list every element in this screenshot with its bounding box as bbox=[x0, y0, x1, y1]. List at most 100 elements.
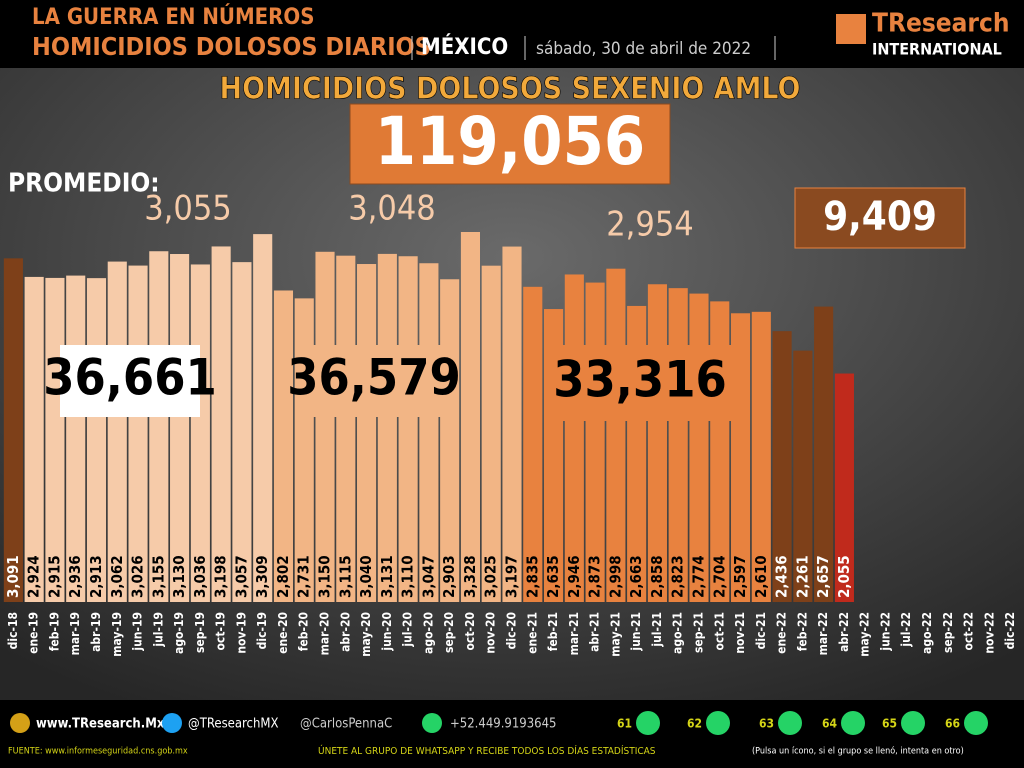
x-tick-label: mar-21 bbox=[567, 612, 581, 655]
value-label: 3,026 bbox=[129, 555, 147, 598]
group-icon[interactable] bbox=[964, 711, 988, 735]
value-label: 2,858 bbox=[648, 555, 666, 598]
value-label: 3,328 bbox=[461, 555, 479, 598]
value-label: 2,261 bbox=[793, 555, 811, 598]
x-tick-label: sep-22 bbox=[941, 612, 955, 653]
bar bbox=[814, 306, 834, 602]
group-icon[interactable] bbox=[636, 711, 660, 735]
group-icon[interactable] bbox=[706, 711, 730, 735]
value-label: 3,131 bbox=[378, 555, 396, 598]
group-icon[interactable] bbox=[841, 711, 865, 735]
value-label: 2,936 bbox=[66, 555, 84, 598]
group-number: 63 bbox=[759, 717, 774, 731]
total-box bbox=[60, 345, 200, 417]
x-tick-label: feb-21 bbox=[546, 612, 560, 651]
footer-twitter2[interactable]: @CarlosPennaC bbox=[300, 717, 392, 732]
x-tick-label: jun-20 bbox=[380, 612, 394, 652]
x-tick-label: ago-22 bbox=[920, 612, 934, 654]
value-label: 2,835 bbox=[523, 555, 541, 598]
group-number: 65 bbox=[882, 717, 897, 731]
value-label: 2,657 bbox=[814, 555, 832, 598]
twitter-icon bbox=[162, 713, 182, 733]
footer-phone: +52.449.9193645 bbox=[450, 717, 557, 732]
bar bbox=[273, 290, 294, 602]
x-tick-label: sep-21 bbox=[691, 612, 705, 653]
bar bbox=[45, 277, 65, 602]
x-tick-label: oct-20 bbox=[463, 612, 477, 650]
footer-source: FUENTE: www.informeseguridad.cns.gob.mx bbox=[8, 747, 188, 757]
value-label: 3,130 bbox=[170, 555, 188, 598]
value-label: 2,055 bbox=[835, 555, 853, 598]
x-tick-label: mar-19 bbox=[68, 612, 82, 655]
x-tick-label: jun-22 bbox=[878, 612, 892, 652]
x-tick-label: jul-19 bbox=[151, 612, 165, 648]
bar bbox=[440, 279, 460, 602]
whatsapp-icon bbox=[422, 713, 442, 733]
x-tick-label: dic-22 bbox=[1003, 612, 1017, 649]
x-tick-label: feb-19 bbox=[47, 612, 61, 651]
bar bbox=[211, 246, 231, 602]
footer-bg bbox=[0, 700, 1024, 768]
x-tick-label: feb-22 bbox=[795, 612, 809, 651]
bar bbox=[751, 311, 771, 602]
footer-web[interactable]: www.TResearch.Mx bbox=[36, 717, 165, 732]
group-icon[interactable] bbox=[901, 711, 925, 735]
footer-invite: ÚNETE AL GRUPO DE WHATSAPP Y RECIBE TODO… bbox=[318, 744, 656, 757]
bar bbox=[647, 284, 667, 602]
x-tick-label: may-21 bbox=[608, 612, 622, 657]
x-tick-label: feb-20 bbox=[297, 612, 311, 651]
x-tick-label: mar-22 bbox=[816, 612, 830, 655]
x-tick-label: nov-20 bbox=[484, 612, 498, 654]
value-label: 3,047 bbox=[419, 555, 437, 598]
x-tick-label: may-19 bbox=[110, 612, 124, 657]
x-tick-label: ene-21 bbox=[525, 612, 539, 654]
value-label: 3,036 bbox=[191, 555, 209, 598]
bar bbox=[834, 373, 854, 602]
x-tick-label: abr-22 bbox=[837, 612, 851, 652]
group-number: 62 bbox=[687, 717, 702, 731]
groups: 61 62 63 64 65 66 bbox=[617, 711, 988, 735]
header-subtitle: HOMICIDIOS DOLOSOS DIARIOS bbox=[32, 32, 431, 61]
bar bbox=[419, 263, 439, 602]
x-tick-label: ene-20 bbox=[276, 612, 290, 654]
bar bbox=[793, 350, 813, 602]
footer-invite-note: (Pulsa un ícono, si el grupo se llenó, i… bbox=[752, 746, 964, 757]
bar bbox=[523, 286, 543, 602]
bar bbox=[336, 255, 356, 602]
x-tick-label: abr-19 bbox=[89, 612, 103, 652]
bar bbox=[502, 246, 522, 602]
bar bbox=[232, 262, 252, 602]
chart-title: HOMICIDIOS DOLOSOS SEXENIO AMLO bbox=[219, 72, 800, 107]
value-label: 3,115 bbox=[336, 555, 354, 598]
bar bbox=[460, 232, 481, 602]
value-label: 2,704 bbox=[710, 555, 728, 598]
value-label: 2,436 bbox=[773, 555, 791, 598]
total-2019: 36,661 bbox=[43, 349, 217, 407]
average: 2,954 bbox=[606, 205, 694, 245]
footer-twitter[interactable]: @TResearchMX bbox=[188, 717, 279, 732]
bar bbox=[3, 258, 23, 602]
value-label: 2,903 bbox=[440, 555, 458, 598]
x-tick-label: dic-20 bbox=[505, 612, 519, 649]
value-label: 3,025 bbox=[482, 555, 500, 598]
x-tick-label: may-20 bbox=[359, 612, 373, 657]
bar bbox=[66, 275, 86, 602]
x-tick-label: sep-20 bbox=[442, 612, 456, 653]
value-label: 3,309 bbox=[253, 555, 271, 598]
x-tick-label: oct-22 bbox=[962, 612, 976, 650]
header-title: LA GUERRA EN NÚMEROS bbox=[32, 4, 315, 30]
average: 3,048 bbox=[348, 189, 436, 229]
x-tick-label: oct-19 bbox=[214, 612, 228, 650]
x-tick-label: abr-21 bbox=[588, 612, 602, 652]
total-2021: 33,316 bbox=[553, 351, 727, 409]
group-icon[interactable] bbox=[778, 711, 802, 735]
header-country: MÉXICO bbox=[421, 34, 508, 60]
value-label: 3,062 bbox=[108, 555, 126, 598]
value-label: 2,924 bbox=[25, 555, 43, 598]
group-number: 61 bbox=[617, 717, 632, 731]
value-label: 3,057 bbox=[232, 555, 250, 598]
x-tick-label: ago-21 bbox=[671, 612, 685, 654]
value-label: 2,915 bbox=[45, 555, 63, 598]
total-2020: 36,579 bbox=[287, 349, 461, 407]
